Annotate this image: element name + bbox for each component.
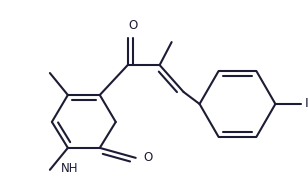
Text: NH: NH [61, 162, 79, 175]
Text: I: I [304, 98, 308, 110]
Text: O: O [128, 19, 137, 32]
Text: O: O [144, 151, 153, 164]
